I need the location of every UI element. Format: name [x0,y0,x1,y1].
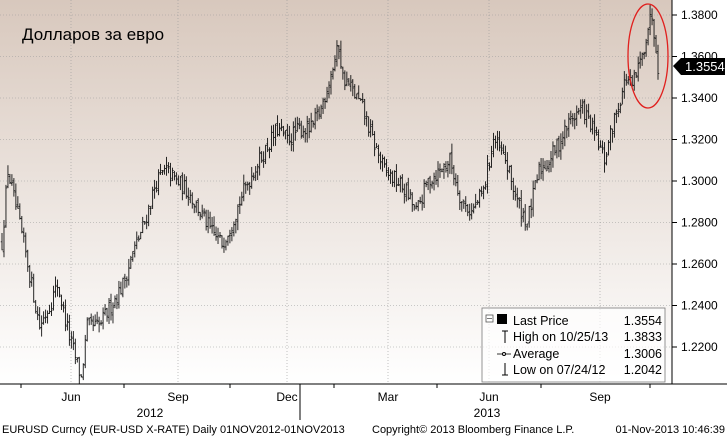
low-marker-icon [502,363,508,376]
x-tick-label: Dec [276,390,297,404]
legend-box [481,307,666,383]
price-bars [0,5,660,384]
y-tick-label: 1.3200 [681,133,718,147]
gridlines [0,0,672,384]
legend-average-value: 1.3006 [624,347,662,361]
y-tick-label: 1.2400 [681,299,718,313]
y-tick-label: 1.2600 [681,257,718,271]
legend-low-value: 1.2042 [624,363,662,377]
y-tick-label: 1.2800 [681,216,718,230]
highlight-ellipse [627,3,669,109]
y-tick-label: 1.2200 [681,340,718,354]
legend-high-label: High on 10/25/13 [513,330,608,344]
y-tick-label: 1.3800 [681,8,718,22]
legend-last-price-label: Last Price [513,314,569,328]
last-price-tag-value: 1.3554 [685,59,725,74]
footer-copyright: Copyright© 2013 Bloomberg Finance L.P. [372,424,574,436]
x-year-label: 2013 [474,406,501,420]
high-marker-icon [502,330,508,343]
x-year-label: 2012 [137,406,164,420]
last-price-swatch-icon [497,314,507,324]
chart-title: Долларов за евро [22,25,164,44]
y-tick-label: 1.3000 [681,174,718,188]
last-price-tag: 1.3554 [673,58,725,75]
legend: Last Price 1.3554 High on 10/25/13 1.383… [481,307,666,383]
y-tick-label: 1.3400 [681,91,718,105]
x-tick-label: Jun [61,390,80,404]
footer-ticker: EURUSD Curncy (EUR-USD X-RATE) Daily 01N… [2,424,345,436]
average-marker-icon [497,352,511,356]
x-tick-label: Sep [589,390,611,404]
x-tick-label: Jun [479,390,498,404]
x-tick-label: Sep [167,390,189,404]
footer-timestamp: 01-Nov-2013 10:46:39 [616,424,725,436]
legend-average-label: Average [513,347,559,361]
x-tick-label: Mar [378,390,399,404]
legend-low-label: Low on 07/24/12 [513,363,605,377]
legend-last-price-value: 1.3554 [624,314,662,328]
legend-high-value: 1.3833 [624,330,662,344]
